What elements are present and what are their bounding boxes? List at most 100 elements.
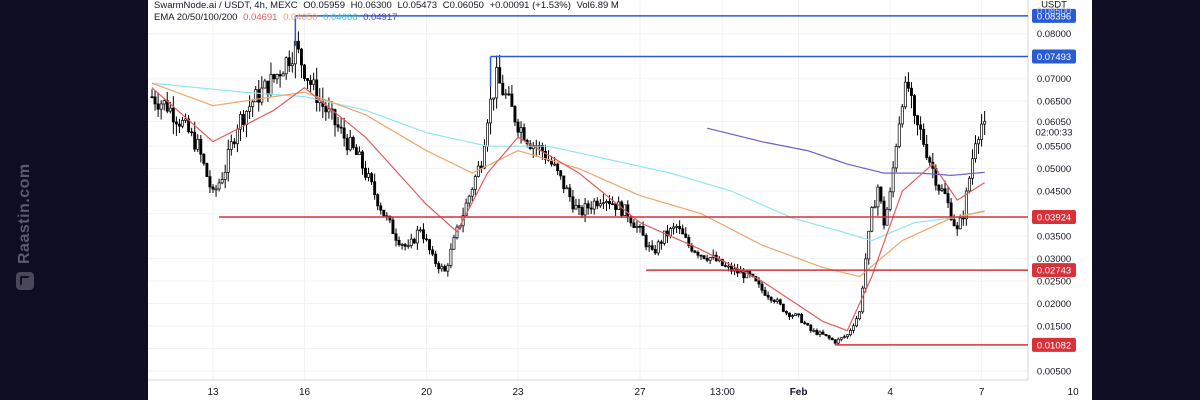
candle-down — [342, 127, 346, 139]
candle-up — [446, 264, 450, 272]
y-tick-label: 0.03500 — [1037, 232, 1071, 243]
left-frame: Raastin.com — [0, 0, 148, 400]
candle-down — [193, 131, 197, 150]
candle-down — [379, 205, 383, 211]
candle-up — [467, 195, 471, 204]
candle-down — [153, 96, 157, 105]
candle-up — [269, 74, 273, 95]
candle-up — [967, 177, 971, 192]
candle-down — [833, 339, 837, 344]
candle-down — [171, 107, 175, 123]
candle-up — [574, 204, 578, 210]
candle-down — [394, 233, 398, 241]
candle-up — [327, 108, 331, 113]
candle-up — [897, 123, 901, 147]
candle-down — [681, 228, 685, 235]
candle-down — [580, 207, 584, 216]
y-tick-label: 0.03000 — [1037, 254, 1071, 265]
currency-label: USDT — [1041, 0, 1067, 11]
candle-down — [595, 200, 599, 207]
candle-down — [922, 128, 926, 145]
candle-up — [739, 271, 743, 274]
candle-up — [238, 114, 242, 130]
candle-down — [949, 202, 953, 221]
candle-down — [928, 157, 932, 163]
candle-up — [818, 331, 822, 335]
candle-down — [913, 95, 916, 116]
candle-down — [650, 245, 654, 250]
x-tick-label: 16 — [299, 387, 311, 398]
candle-down — [809, 324, 813, 331]
candle-down — [961, 217, 965, 220]
candle-up — [449, 248, 453, 266]
price-chart[interactable]: 0.08396 0.07493 0.03924 0.02743 0.01082 0.080… — [148, 0, 1092, 400]
volume-value: Vol6.89 M — [576, 0, 619, 11]
candle-down — [778, 299, 782, 305]
candle-up — [977, 139, 981, 145]
candle-up — [400, 244, 404, 246]
candle-down — [787, 312, 791, 317]
candle-down — [208, 176, 212, 188]
candle-up — [168, 107, 172, 112]
candle-up — [726, 265, 730, 268]
candle-down — [632, 222, 636, 228]
candle-down — [373, 181, 377, 195]
candle-down — [306, 78, 309, 81]
candle-down — [687, 237, 691, 246]
candle-up — [970, 158, 974, 179]
candle-up — [486, 122, 489, 147]
candle-up — [251, 101, 255, 107]
candle-down — [266, 80, 270, 95]
candle-up — [406, 245, 410, 247]
x-tick-label: 4 — [887, 387, 893, 398]
candle-down — [501, 82, 505, 96]
y-tick-label: 0.02000 — [1037, 299, 1071, 310]
candle-up — [775, 299, 779, 302]
candle-up — [260, 87, 264, 103]
candle-down — [351, 137, 355, 148]
candle-down — [391, 219, 395, 235]
candle-up — [284, 57, 288, 75]
candle-down — [296, 40, 300, 50]
right-frame — [1092, 0, 1200, 400]
candle-down — [150, 96, 154, 99]
candle-up — [452, 237, 456, 250]
candle-down — [156, 103, 160, 110]
candle-down — [174, 121, 178, 125]
candle-up — [867, 230, 871, 260]
candle-up — [672, 226, 676, 229]
ema-row: EMA 20/50/100/200 0.04691 0.04050 0.0406… — [154, 12, 622, 24]
candle-down — [784, 311, 788, 314]
candle-up — [229, 141, 233, 150]
x-tick-label: 27 — [634, 387, 646, 398]
candle-down — [937, 184, 941, 191]
candle-down — [287, 57, 291, 67]
candle-up — [476, 165, 480, 177]
candle-up — [873, 206, 877, 209]
candle-down — [952, 219, 956, 226]
ema20-value: 0.04691 — [243, 12, 278, 23]
candle-down — [199, 138, 203, 155]
y-tick-label: 0.06500 — [1037, 97, 1071, 108]
candle-up — [440, 266, 444, 270]
candle-down — [522, 127, 526, 141]
candle-up — [495, 67, 499, 99]
candle-up — [861, 287, 865, 313]
chart-panel[interactable]: 0.08396 0.07493 0.03924 0.02743 0.01082 0.080… — [148, 0, 1092, 400]
candle-down — [568, 187, 572, 198]
level-label: 0.03924 — [1037, 213, 1071, 224]
candle-down — [571, 196, 575, 210]
candle-up — [489, 98, 493, 124]
y-tick-label: 0.00500 — [1037, 367, 1071, 378]
candle-down — [577, 204, 581, 208]
high-value: H0.06300 — [350, 0, 392, 11]
candle-down — [934, 168, 938, 186]
candle-up — [635, 225, 639, 228]
x-tick-label: 13:00 — [710, 387, 735, 398]
candle-down — [187, 118, 191, 133]
candle-down — [827, 335, 831, 339]
candle-up — [357, 151, 361, 156]
candle-up — [794, 313, 798, 316]
level-tag — [1032, 8, 1076, 23]
candle-up — [254, 89, 258, 103]
